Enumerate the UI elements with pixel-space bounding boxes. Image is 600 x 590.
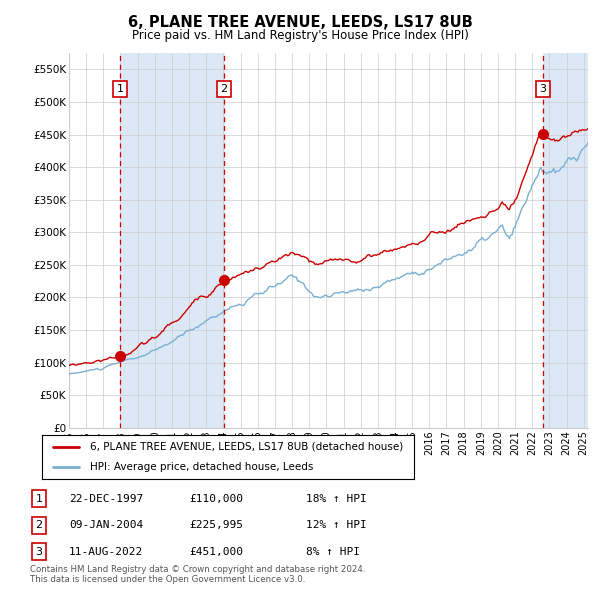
- Text: 3: 3: [539, 84, 546, 94]
- Text: 6, PLANE TREE AVENUE, LEEDS, LS17 8UB (detached house): 6, PLANE TREE AVENUE, LEEDS, LS17 8UB (d…: [91, 442, 404, 452]
- Text: 6, PLANE TREE AVENUE, LEEDS, LS17 8UB: 6, PLANE TREE AVENUE, LEEDS, LS17 8UB: [128, 15, 472, 30]
- Text: HPI: Average price, detached house, Leeds: HPI: Average price, detached house, Leed…: [91, 462, 314, 472]
- Text: 22-DEC-1997: 22-DEC-1997: [69, 494, 143, 503]
- Text: 1: 1: [116, 84, 124, 94]
- Text: 12% ↑ HPI: 12% ↑ HPI: [306, 520, 367, 530]
- Text: 2: 2: [220, 84, 227, 94]
- Text: £451,000: £451,000: [189, 547, 243, 556]
- Text: 09-JAN-2004: 09-JAN-2004: [69, 520, 143, 530]
- Text: Price paid vs. HM Land Registry's House Price Index (HPI): Price paid vs. HM Land Registry's House …: [131, 30, 469, 42]
- Bar: [120, 53, 224, 428]
- Text: 11-AUG-2022: 11-AUG-2022: [69, 547, 143, 556]
- Text: £225,995: £225,995: [189, 520, 243, 530]
- Bar: [543, 53, 589, 428]
- Text: 1: 1: [35, 494, 43, 503]
- Text: 8% ↑ HPI: 8% ↑ HPI: [306, 547, 360, 556]
- Text: Contains HM Land Registry data © Crown copyright and database right 2024.
This d: Contains HM Land Registry data © Crown c…: [30, 565, 365, 584]
- Text: 18% ↑ HPI: 18% ↑ HPI: [306, 494, 367, 503]
- Text: £110,000: £110,000: [189, 494, 243, 503]
- Text: 3: 3: [35, 547, 43, 556]
- Text: 2: 2: [35, 520, 43, 530]
